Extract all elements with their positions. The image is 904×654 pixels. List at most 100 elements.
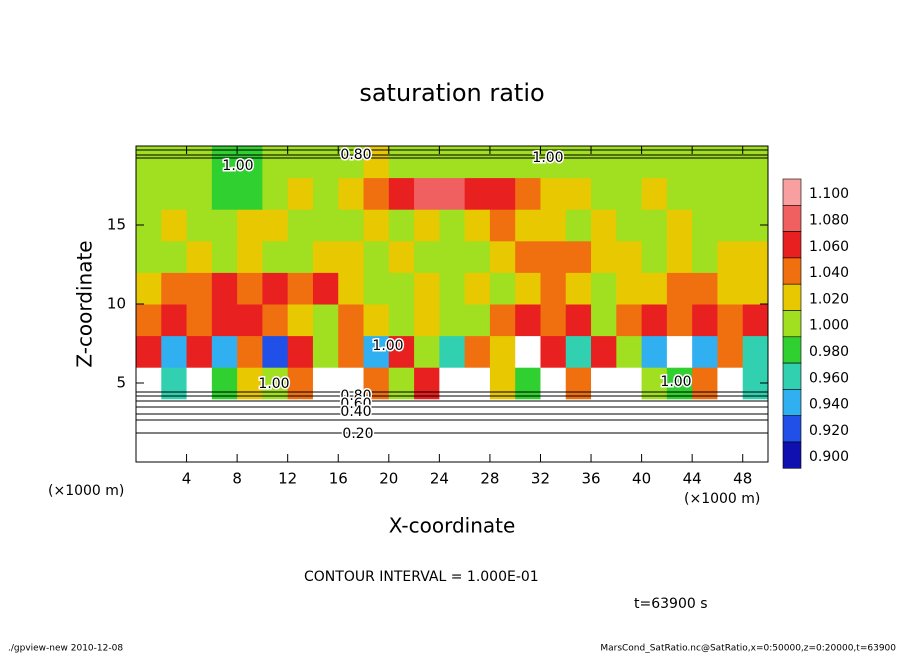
cell	[388, 146, 415, 179]
colorbar-label: 0.920	[809, 423, 849, 439]
cell	[186, 398, 213, 431]
overlay: 0.801.00 1.001.001.00 1.000.800.600.400.20	[135, 145, 769, 463]
cell	[388, 367, 415, 400]
cell	[186, 304, 213, 337]
cell	[666, 209, 693, 242]
cell	[641, 240, 668, 273]
cell	[414, 367, 440, 400]
x-tick-label: 8	[232, 470, 242, 488]
cell	[616, 430, 643, 463]
cell	[262, 240, 289, 273]
cell	[641, 367, 668, 400]
x-tick-label: 40	[632, 470, 651, 488]
x-tick-label: 16	[329, 470, 348, 488]
cell	[515, 367, 541, 400]
cell	[692, 398, 718, 431]
colorbar-label: 0.940	[809, 397, 849, 413]
cell	[211, 335, 238, 368]
cell	[489, 146, 516, 179]
cell	[540, 240, 567, 273]
cell	[439, 240, 466, 273]
cell	[414, 240, 440, 273]
contour-label: 0.80	[340, 147, 371, 163]
x-tick-label: 12	[278, 470, 297, 488]
cell	[136, 272, 162, 305]
cell	[136, 335, 162, 368]
cell	[489, 177, 516, 210]
cell	[616, 146, 643, 179]
cell	[540, 398, 567, 431]
cell	[666, 240, 693, 273]
cell	[136, 177, 162, 210]
cell	[464, 398, 491, 431]
cell	[515, 335, 541, 368]
cell	[591, 430, 617, 463]
x-tick-label: 4	[182, 470, 192, 488]
cell	[439, 398, 466, 431]
cell	[338, 209, 365, 242]
cell	[540, 272, 567, 305]
cell	[363, 177, 390, 210]
cell	[641, 430, 668, 463]
cell	[211, 240, 238, 273]
cell	[363, 240, 390, 273]
cell	[287, 272, 314, 305]
cell	[591, 209, 617, 242]
contour-label: 0.60	[340, 396, 371, 412]
cell	[186, 177, 213, 210]
cell	[161, 304, 188, 337]
cell	[540, 430, 567, 463]
cell	[312, 177, 339, 210]
cell	[363, 209, 390, 242]
cell	[591, 272, 617, 305]
cell	[338, 367, 365, 400]
cell	[211, 398, 238, 431]
x-tick-label: 20	[379, 470, 398, 488]
cell	[717, 335, 744, 368]
cell	[262, 430, 289, 463]
y-axis-label: Z-coordinate	[73, 240, 97, 367]
x-tick-label: 44	[683, 470, 702, 488]
cell	[338, 240, 365, 273]
cell	[692, 335, 718, 368]
cell	[515, 430, 541, 463]
cell	[717, 304, 744, 337]
cell	[312, 272, 339, 305]
cell	[742, 430, 769, 463]
cell	[363, 146, 390, 179]
cell	[692, 304, 718, 337]
cell	[287, 209, 314, 242]
cell	[287, 335, 314, 368]
cell	[742, 398, 769, 431]
cell	[161, 209, 188, 242]
cell	[717, 430, 744, 463]
cell	[338, 146, 365, 179]
cell	[641, 304, 668, 337]
cell	[136, 430, 162, 463]
cell	[211, 272, 238, 305]
contour-label: 1.00	[660, 374, 691, 390]
cell	[565, 367, 592, 400]
cell	[464, 240, 491, 273]
colorbar-box	[782, 310, 802, 338]
cell	[742, 240, 769, 273]
cell	[237, 367, 263, 400]
cell	[262, 367, 289, 400]
colorbar-box	[782, 362, 802, 390]
contour-label: 0.80	[340, 388, 371, 404]
cell	[616, 240, 643, 273]
x-tick-label: 32	[531, 470, 550, 488]
contour-interval: CONTOUR INTERVAL = 1.000E-01	[304, 569, 539, 585]
colorbar-box	[782, 178, 802, 206]
cell	[666, 367, 693, 400]
cell	[717, 367, 744, 400]
colorbar-box	[782, 231, 802, 259]
cell	[287, 177, 314, 210]
cell	[312, 398, 339, 431]
colorbar-label: 1.040	[809, 265, 849, 281]
colorbar-label: 0.900	[809, 449, 849, 465]
cell	[439, 272, 466, 305]
cell	[717, 240, 744, 273]
cell	[616, 367, 643, 400]
cell	[439, 177, 466, 210]
